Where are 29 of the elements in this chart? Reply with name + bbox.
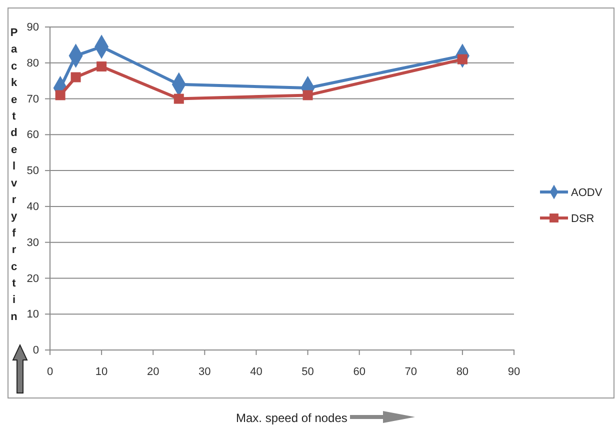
y-tick-label: 50 xyxy=(26,165,39,178)
y-tick-label: 60 xyxy=(26,129,39,142)
point xyxy=(55,90,66,100)
y-tick-label: 90 xyxy=(26,22,39,34)
point xyxy=(302,90,313,100)
x-tick-label: 80 xyxy=(456,366,469,378)
x-tick-label: 10 xyxy=(95,366,108,378)
point xyxy=(174,94,184,104)
legend-label: AODV xyxy=(571,187,603,199)
y-tick-label: 10 xyxy=(26,308,39,321)
x-tick-label: 60 xyxy=(353,366,366,378)
x-axis-title: Max. speed of nodes xyxy=(236,411,348,425)
x-tick-label: 0 xyxy=(46,366,54,378)
point xyxy=(70,72,81,82)
x-tick-label: 50 xyxy=(302,366,314,378)
y-tick-label: 70 xyxy=(26,93,39,106)
y-tick-label: 0 xyxy=(32,344,39,357)
y-tick-label: 30 xyxy=(26,236,39,249)
y-tick-label: 80 xyxy=(26,57,39,70)
x-tick-label: 30 xyxy=(198,366,211,378)
x-tick-label: 90 xyxy=(508,366,520,378)
y-tick-label: 40 xyxy=(26,200,39,213)
point xyxy=(96,61,107,72)
x-tick-label: 70 xyxy=(404,366,418,378)
x-tick-label: 40 xyxy=(250,366,262,378)
y-tick-label: 20 xyxy=(26,272,39,285)
legend-label: DSR xyxy=(571,213,594,225)
text: Packetdelvryfrctin xyxy=(10,27,18,323)
x-tick-label: 20 xyxy=(146,366,160,378)
